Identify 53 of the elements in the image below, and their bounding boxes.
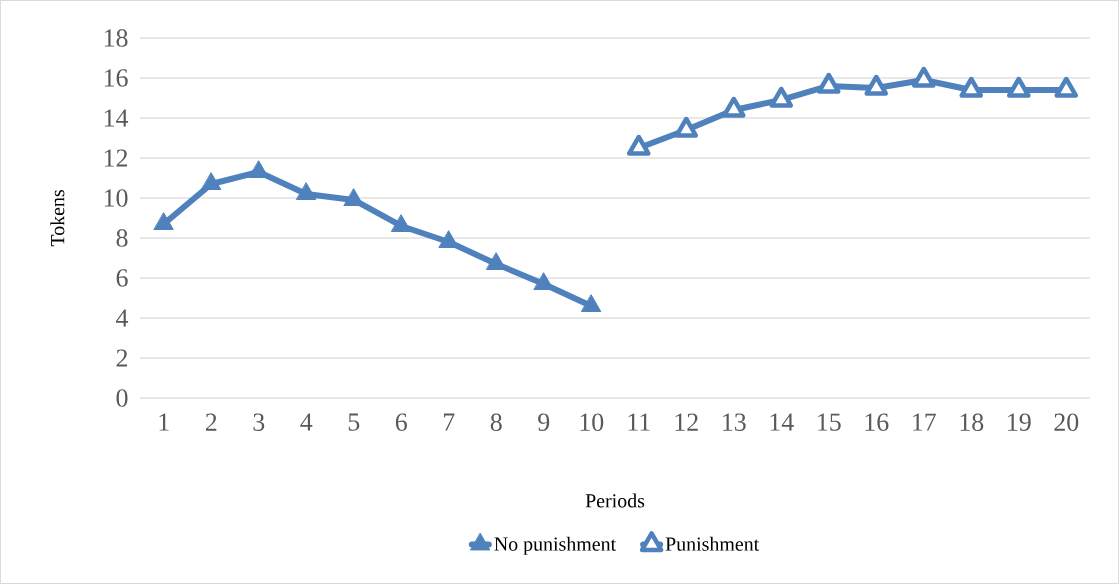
point [674,116,699,138]
y-tick-label: 10 [104,189,128,207]
y-tick-label: 8 [116,229,128,247]
x-tick-label: 13 [723,413,746,431]
x-tick-label: 8 [490,413,502,431]
y-tick-label: 14 [104,109,129,127]
y-tick-label: 4 [116,309,129,327]
x-tick-label: 11 [628,413,650,431]
x-tick-label: 4 [300,413,313,431]
x-tick-label: 5 [348,413,360,431]
point [533,272,554,290]
y-tick-label: 18 [104,29,128,47]
point [153,212,174,230]
point [343,188,364,206]
x-tick-label: 10 [580,413,604,431]
point [1006,76,1031,98]
x-tick-label: 19 [1008,413,1031,431]
point [391,214,412,232]
x-tick-label: 9 [538,413,550,431]
x-tick-label: 7 [443,413,455,431]
x-tick-label: 12 [675,413,698,431]
point [626,134,651,156]
y-tick-label: 12 [104,149,128,167]
point [816,72,841,94]
x-tick-label: 14 [770,413,794,431]
y-tick-label: 16 [104,69,128,87]
point [201,172,222,190]
x-tick-label: 15 [818,413,841,431]
point [438,230,459,248]
point [959,76,984,98]
x-tick-label: 1 [159,413,169,431]
point [581,294,602,312]
legend-label: No punishment [494,536,617,555]
point [864,74,889,96]
x-axis-title: Periods [585,493,645,508]
y-tick-label: 0 [116,389,128,407]
y-tick-label: 2 [116,349,128,367]
x-tick-label: 18 [960,413,984,431]
x-tick-label: 17 [913,413,936,431]
point [1054,76,1079,98]
x-tick-label: 3 [253,413,265,431]
x-tick-label: 2 [205,413,217,431]
point [911,66,936,88]
y-axis-title: Tokens [50,190,65,247]
x-tick-label: 20 [1054,413,1079,431]
point [769,86,794,108]
y-tick-label: 6 [116,269,128,287]
x-tick-label: 6 [395,413,407,431]
point [721,96,746,118]
legend-label: Punishment [665,536,760,551]
point [248,160,269,178]
point [296,182,317,200]
x-tick-label: 16 [865,413,889,431]
